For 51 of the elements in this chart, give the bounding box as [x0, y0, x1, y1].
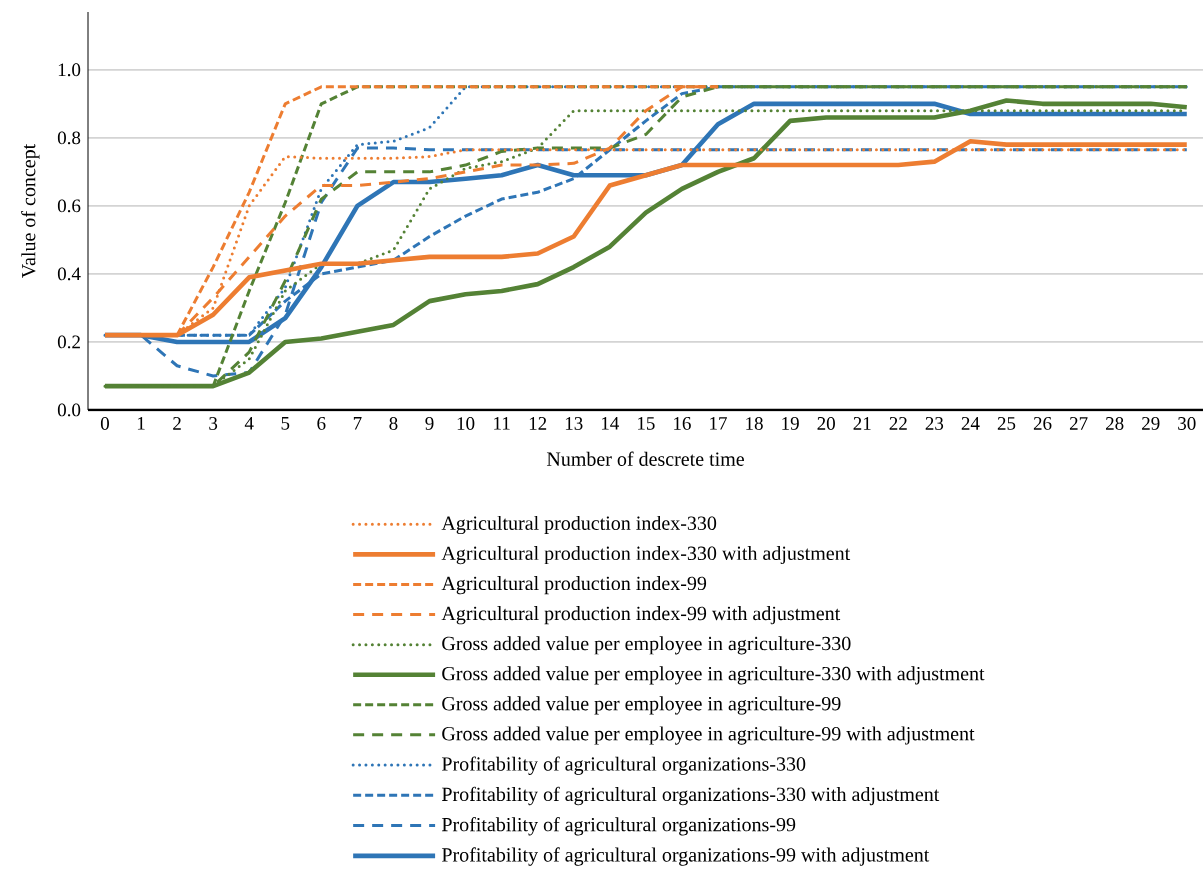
- x-tick-label: 2: [173, 417, 181, 430]
- legend-label: Profitability of agricultural organizations-99: [441, 817, 796, 836]
- x-tick-label: 17: [710, 417, 727, 430]
- x-tick-label: 9: [425, 417, 434, 430]
- y-tick-label: 0.0: [57, 403, 81, 417]
- x-tick-label: 24: [961, 417, 980, 430]
- x-tick-label: 26: [1033, 417, 1052, 430]
- legend-label: Agricultural production index-330 with adjustment: [441, 545, 851, 565]
- y-tick-label: 0.8: [57, 131, 81, 145]
- x-tick-label: 6: [317, 417, 326, 430]
- legend-label: Agricultural production index-99: [441, 576, 707, 595]
- x-tick-label: 28: [1106, 417, 1124, 430]
- y-tick-label: 0.6: [57, 199, 81, 213]
- y-tick-label: 0.4: [57, 267, 81, 281]
- y-tick-label: 0.2: [57, 335, 80, 349]
- x-tick-label: 3: [209, 417, 218, 430]
- x-tick-label: 27: [1069, 417, 1088, 430]
- y-tick-label: 1.0: [58, 63, 81, 77]
- x-tick-label: 29: [1142, 417, 1160, 430]
- x-tick-label: 7: [353, 417, 362, 430]
- x-tick-label: 11: [494, 417, 510, 430]
- x-tick-label: 12: [529, 417, 547, 430]
- legend-label: Gross added value per employee in agriculture-99 with adjustment: [442, 726, 975, 745]
- x-tick-label: 15: [638, 417, 655, 430]
- x-tick-label: 1: [137, 417, 145, 430]
- legend-label: Gross added value per employee in agriculture-330: [442, 636, 851, 655]
- x-tick-label: 21: [853, 417, 871, 430]
- x-tick-label: 22: [889, 417, 907, 430]
- x-tick-label: 8: [389, 417, 398, 430]
- x-tick-label: 10: [457, 417, 475, 430]
- legend-label: Profitability of agricultural organizations-330: [441, 756, 806, 775]
- x-axis-title: Number of descrete time: [546, 451, 744, 466]
- x-tick-label: 4: [244, 417, 254, 430]
- x-tick-label: 13: [565, 417, 583, 430]
- legend-label: Agricultural production index-330: [441, 515, 717, 535]
- x-tick-label: 20: [817, 417, 835, 430]
- legend-label: Profitability of agricultural organizations-330 with adjustment: [441, 786, 940, 806]
- x-tick-label: 5: [281, 417, 290, 430]
- x-tick-label: 30: [1178, 417, 1196, 430]
- x-tick-label: 18: [746, 417, 763, 430]
- x-tick-label: 23: [925, 417, 944, 430]
- legend-label: Gross added value per employee in agriculture-330 with adjustment: [442, 666, 985, 685]
- x-tick-label: 0: [100, 417, 109, 430]
- x-tick-label: 16: [674, 417, 691, 430]
- legend-label: Gross added value per employee in agriculture-99: [442, 696, 841, 715]
- legend-label: Profitability of agricultural organizations-99 with adjustment: [441, 847, 930, 866]
- legend-label: Agricultural production index-99 with adjustment: [441, 606, 841, 625]
- x-tick-label: 14: [601, 417, 620, 430]
- x-tick-label: 19: [782, 417, 799, 430]
- x-tick-label: 25: [997, 417, 1016, 430]
- y-axis-title: Value of concept: [21, 143, 40, 278]
